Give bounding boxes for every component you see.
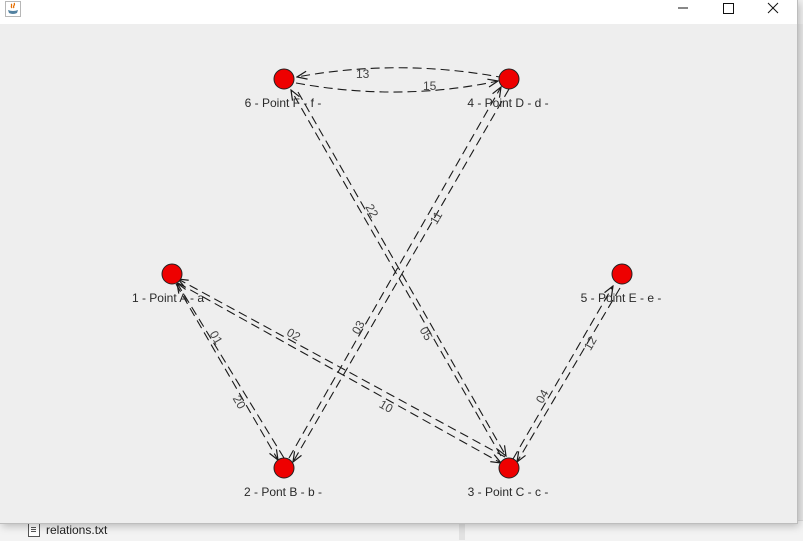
edge-label: 13	[356, 67, 370, 81]
edge-6-to-4	[295, 81, 498, 93]
close-button[interactable]	[750, 0, 796, 24]
minimize-icon	[678, 7, 688, 9]
edge-label: 03	[349, 318, 368, 337]
edge-1-to-3	[177, 282, 501, 463]
node-4[interactable]	[498, 68, 520, 90]
edge-3-to-6	[291, 90, 502, 457]
edge-4-to-6	[297, 67, 506, 78]
java-icon	[5, 1, 21, 17]
text-file-icon	[28, 523, 40, 537]
node-6[interactable]	[273, 68, 295, 90]
edge-3-to-5	[512, 286, 613, 460]
close-icon	[767, 2, 779, 14]
edge-label: 02	[284, 325, 303, 344]
edge-label: 12	[581, 334, 600, 353]
node-label: 3 - Point C - c -	[468, 485, 549, 499]
graph-canvas[interactable]: 13 15 22 11 01 02 20 10 03 05 04 12 6 - …	[0, 24, 797, 523]
node-label: 5 - Point E - e -	[581, 291, 662, 305]
node-label: 4 - Point D - d -	[467, 96, 548, 110]
node-label: 1 - Point A - a	[132, 291, 204, 305]
edge-label: 15	[423, 79, 437, 93]
title-bar[interactable]	[0, 0, 797, 24]
background-file-name: relations.txt	[46, 523, 108, 537]
edge-label: 05	[417, 324, 436, 343]
edge-label: 10	[377, 397, 396, 416]
edge-label: 04	[533, 387, 552, 406]
background-file-item[interactable]: relations.txt	[28, 522, 107, 538]
edge-label: 20	[230, 393, 249, 412]
maximize-button[interactable]	[705, 0, 751, 24]
node-3[interactable]	[498, 457, 520, 479]
minimize-button[interactable]	[660, 0, 706, 24]
maximize-icon	[723, 3, 734, 14]
node-5[interactable]	[611, 263, 633, 285]
edge-label: 01	[207, 328, 226, 347]
edge-2-to-1	[177, 283, 285, 459]
edge-3-to-1	[178, 279, 506, 458]
edge-2-to-4	[288, 87, 501, 459]
background-panel-divider	[459, 520, 465, 540]
graph-window: 13 15 22 11 01 02 20 10 03 05 04 12 6 - …	[0, 0, 797, 523]
node-1[interactable]	[161, 263, 183, 285]
edge-label: 22	[363, 202, 382, 221]
node-label: 2 - Pont B - b -	[244, 485, 322, 499]
edge-5-to-3	[517, 287, 621, 462]
edge-1-to-2	[175, 283, 278, 460]
node-label: 6 - Point F - f -	[245, 96, 322, 110]
background-ide-panel	[0, 520, 803, 541]
background-window-edge	[797, 24, 803, 524]
edge-4-to-2	[293, 88, 510, 462]
node-2[interactable]	[273, 457, 295, 479]
